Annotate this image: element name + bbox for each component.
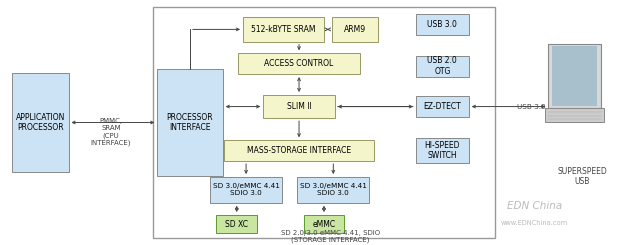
Text: SUPERSPEED
USB: SUPERSPEED USB [558,167,607,186]
Text: SD 2.0/3.0 eMMC 4.41, SDIO
(STORAGE INTERFACE): SD 2.0/3.0 eMMC 4.41, SDIO (STORAGE INTE… [280,230,380,243]
Bar [157,69,223,176]
Bar [12,74,69,172]
Text: SD XC: SD XC [226,220,248,229]
Text: www.EDNChina.com: www.EDNChina.com [501,220,568,226]
Text: SLIM II: SLIM II [287,102,312,111]
Bar [243,17,324,42]
Text: HI-SPEED
SWITCH: HI-SPEED SWITCH [425,141,460,160]
Bar [217,215,257,233]
Text: MASS-STORAGE INTERFACE: MASS-STORAGE INTERFACE [247,146,351,155]
Bar [416,14,468,35]
Bar [552,46,597,106]
Text: eMMC: eMMC [312,220,336,229]
Text: ACCESS CONTROL: ACCESS CONTROL [264,59,334,68]
Bar [416,96,468,117]
Bar [153,7,495,238]
Text: ARM9: ARM9 [344,25,366,34]
Text: USB 3.0: USB 3.0 [517,104,546,110]
Bar [545,108,604,122]
Text: 512-kBYTE SRAM: 512-kBYTE SRAM [251,25,316,34]
Bar [298,177,369,203]
Bar [263,95,335,118]
Text: PROCESSOR
INTERFACE: PROCESSOR INTERFACE [167,113,213,132]
Bar [331,17,378,42]
Bar [304,215,344,233]
Text: SD 3.0/eMMC 4.41
SDIO 3.0: SD 3.0/eMMC 4.41 SDIO 3.0 [212,183,280,196]
Bar [238,53,359,74]
Text: PMMC,
SRAM
(CPU
INTERFACE): PMMC, SRAM (CPU INTERFACE) [90,118,131,146]
Bar [548,44,601,108]
Text: USB 3.0: USB 3.0 [427,20,457,29]
Bar [416,138,468,163]
Text: APPLICATION
PROCESSOR: APPLICATION PROCESSOR [16,113,65,132]
Text: EZ-DTECT: EZ-DTECT [424,102,461,111]
Bar [211,177,282,203]
Bar [224,140,374,161]
Text: EDN China: EDN China [507,201,562,211]
Bar [416,56,468,76]
Text: SD 3.0/eMMC 4.41
SDIO 3.0: SD 3.0/eMMC 4.41 SDIO 3.0 [300,183,367,196]
Text: USB 2.0
OTG: USB 2.0 OTG [427,56,457,76]
